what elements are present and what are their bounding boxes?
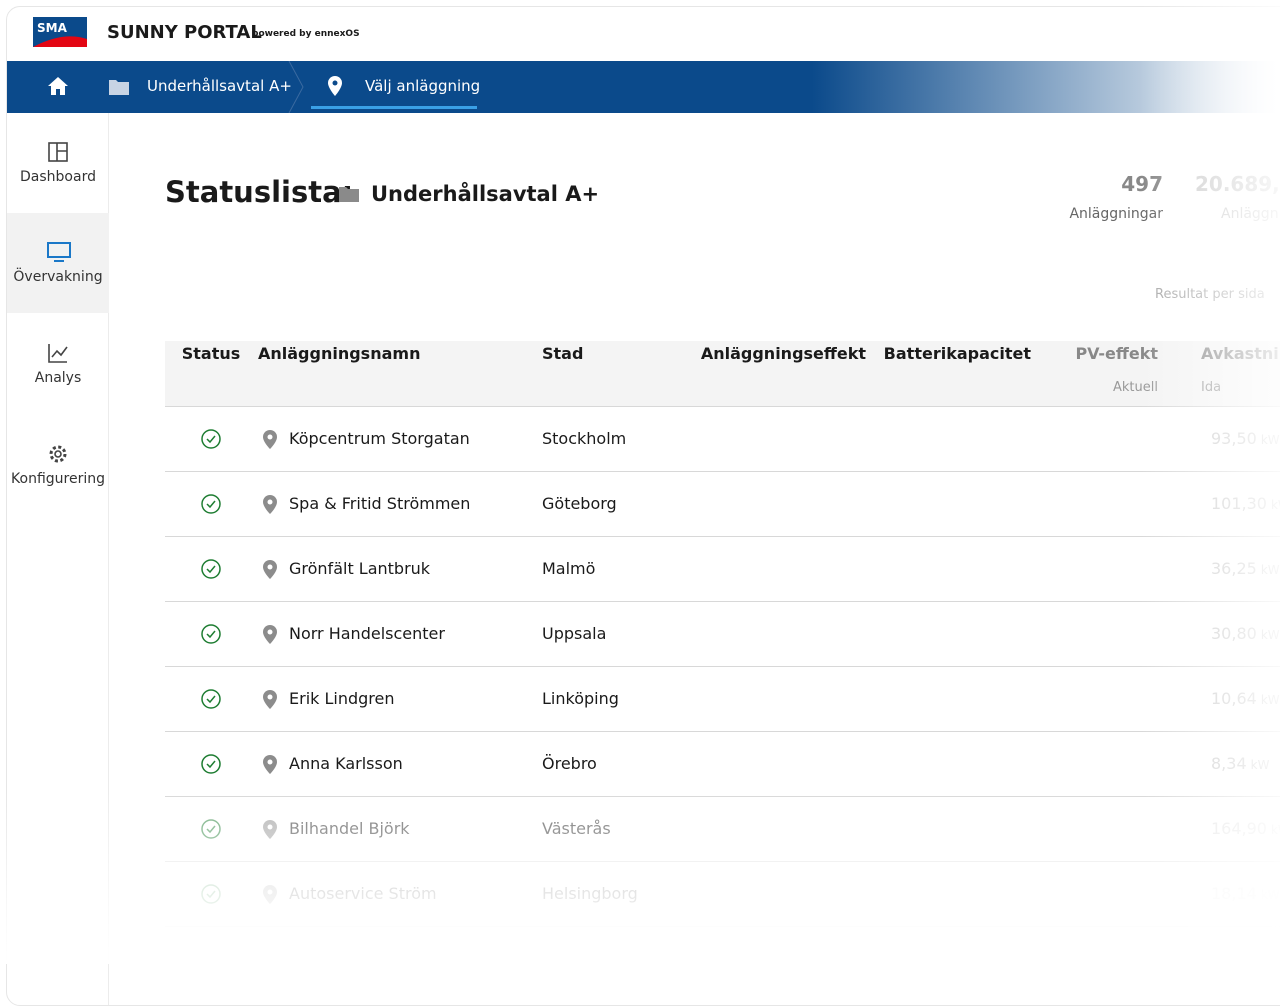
row-divider bbox=[165, 861, 1280, 862]
location-pin bbox=[263, 430, 277, 449]
status-ok bbox=[201, 494, 221, 514]
yield-unit: kW bbox=[1260, 693, 1280, 707]
yield-cell: 36,25 kW bbox=[1211, 559, 1280, 578]
plant-name: Grönfält Lantbruk bbox=[289, 559, 431, 578]
city: Örebro bbox=[542, 754, 597, 773]
yield-cell: 10,64 kW bbox=[1211, 689, 1280, 708]
city: Uppsala bbox=[542, 624, 607, 643]
status-ok bbox=[201, 754, 221, 774]
yield-value: 164,90 bbox=[1211, 819, 1267, 838]
row-divider bbox=[165, 926, 1280, 927]
location-pin bbox=[263, 690, 277, 709]
column-header: Anläggningsnamn bbox=[258, 344, 421, 363]
column-header: Stad bbox=[542, 344, 584, 363]
city: Göteborg bbox=[542, 494, 617, 513]
location-pin bbox=[263, 495, 277, 514]
status-ok bbox=[201, 884, 221, 904]
yield-unit: kW bbox=[1260, 563, 1280, 577]
row-divider bbox=[165, 796, 1280, 797]
yield-cell: 30,80 kW bbox=[1211, 624, 1280, 643]
city: Västerås bbox=[542, 819, 611, 838]
yield-unit: kW bbox=[1260, 628, 1280, 642]
yield-value: 36,25 bbox=[1211, 559, 1257, 578]
row-divider bbox=[165, 471, 1280, 472]
yield-cell: 8,34 kW bbox=[1211, 754, 1269, 773]
city: Linköping bbox=[542, 689, 619, 708]
location-pin bbox=[263, 755, 277, 774]
status-ok bbox=[201, 624, 221, 644]
column-header: PV-effekt bbox=[1075, 344, 1158, 363]
status-ok bbox=[201, 689, 221, 709]
location-pin bbox=[263, 820, 277, 839]
column-subheader: Aktuell bbox=[1113, 380, 1158, 395]
yield-unit: kW bbox=[1260, 433, 1280, 447]
column-header: Anläggningseffekt bbox=[700, 344, 866, 363]
column-header: Status bbox=[181, 344, 241, 363]
column-header: Avkastnin bbox=[1201, 344, 1280, 363]
status-table: Status Anläggningsnamn Stad Anläggningseffe… bbox=[7, 7, 1280, 1005]
status-ok bbox=[201, 429, 221, 449]
row-divider bbox=[165, 536, 1280, 537]
yield-value: 10,64 bbox=[1211, 689, 1257, 708]
yield-cell: 18,14 kW bbox=[1211, 884, 1280, 903]
row-divider bbox=[165, 666, 1280, 667]
city: Helsingborg bbox=[542, 884, 638, 903]
yield-unit: kW bbox=[1260, 888, 1280, 902]
yield-value: 18,14 bbox=[1211, 884, 1257, 903]
yield-unit: kW bbox=[1250, 758, 1270, 772]
yield-value: 30,80 bbox=[1211, 624, 1257, 643]
plant-name: Erik Lindgren bbox=[289, 689, 395, 708]
plant-name: Spa & Fritid Strömmen bbox=[289, 494, 471, 513]
column-subheader: Ida bbox=[1201, 380, 1222, 395]
row-divider bbox=[165, 601, 1280, 602]
plant-name: Bilhandel Björk bbox=[289, 819, 410, 838]
plant-name: Köpcentrum Storgatan bbox=[289, 429, 470, 448]
yield-cell: 164,90kW bbox=[1211, 819, 1280, 838]
row-divider bbox=[165, 731, 1280, 732]
plant-name: Autoservice Ström bbox=[289, 884, 437, 903]
yield-cell: 101,30kW bbox=[1211, 494, 1280, 513]
city: Malmö bbox=[542, 559, 596, 578]
header-line bbox=[165, 406, 1280, 407]
location-pin bbox=[263, 885, 277, 904]
yield-value: 93,50 bbox=[1211, 429, 1257, 448]
yield-unit: kW bbox=[1270, 498, 1280, 512]
location-pin bbox=[263, 560, 277, 579]
app-window: SMA SUNNY PORTAL powered by ennexOS Unde… bbox=[6, 6, 1280, 1006]
yield-unit: kW bbox=[1270, 823, 1280, 837]
column-header: Batterikapacitet bbox=[883, 344, 1031, 363]
plant-name: Norr Handelscenter bbox=[289, 624, 445, 643]
status-ok bbox=[201, 559, 221, 579]
plant-name: Anna Karlsson bbox=[289, 754, 403, 773]
location-pin bbox=[263, 625, 277, 644]
city: Stockholm bbox=[542, 429, 627, 448]
yield-value: 101,30 bbox=[1211, 494, 1267, 513]
yield-value: 8,34 bbox=[1211, 754, 1247, 773]
status-ok bbox=[201, 819, 221, 839]
yield-cell: 93,50 kW bbox=[1211, 429, 1280, 448]
